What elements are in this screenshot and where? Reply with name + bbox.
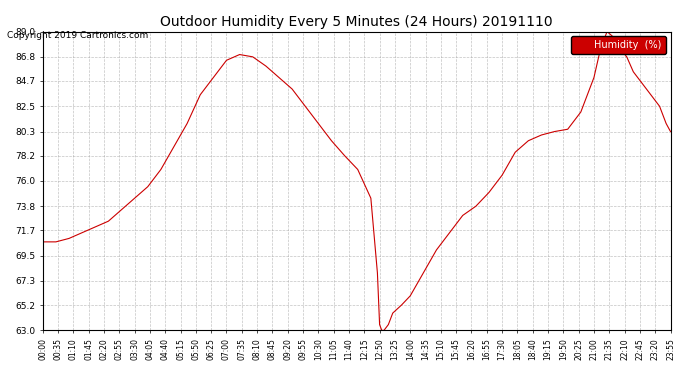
Legend: Humidity  (%): Humidity (%) (571, 36, 666, 54)
Text: Copyright 2019 Cartronics.com: Copyright 2019 Cartronics.com (7, 30, 148, 39)
Title: Outdoor Humidity Every 5 Minutes (24 Hours) 20191110: Outdoor Humidity Every 5 Minutes (24 Hou… (160, 15, 553, 29)
